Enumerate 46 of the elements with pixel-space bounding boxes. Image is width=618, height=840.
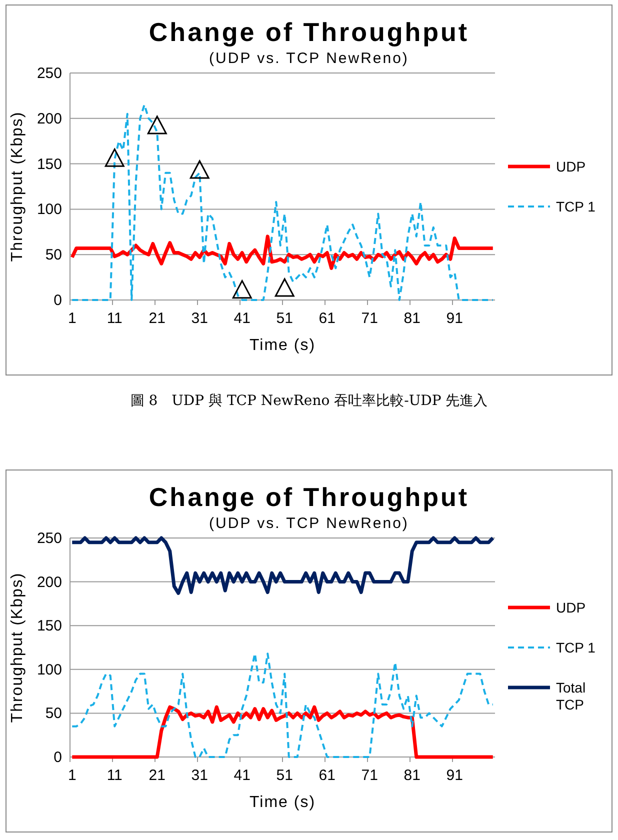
x-tick-label: 41	[234, 310, 250, 327]
x-tick-label: 31	[191, 767, 208, 784]
y-tick-label: 150	[36, 618, 62, 635]
x-tick-label: 11	[106, 310, 122, 327]
y-tick-label: 0	[54, 749, 62, 766]
y-tick-label: 50	[45, 246, 62, 264]
x-tick-label: 51	[276, 310, 293, 327]
y-tick-label: 200	[36, 574, 62, 591]
x-tick-label: 21	[148, 767, 166, 784]
chart-subtitle: (UDP vs. TCP NewReno)	[209, 50, 409, 67]
x-axis-title: Time (s)	[249, 337, 316, 354]
x-tick-label: 71	[361, 767, 378, 784]
x-tick-label: 61	[318, 767, 336, 784]
x-tick-label: 31	[191, 310, 208, 327]
x-tick-label: 91	[446, 767, 463, 784]
x-axis-title: Time (s)	[249, 794, 316, 811]
chart-subtitle: (UDP vs. TCP NewReno)	[209, 515, 409, 532]
legend-label: Total TCP	[556, 680, 586, 712]
x-tick-label: 81	[404, 767, 420, 784]
legend-label: UDP	[556, 158, 586, 174]
caption: 圖 8 UDP 與 TCP NewReno 吞吐率比較-UDP 先進入	[130, 393, 488, 409]
y-tick-label: 200	[36, 110, 62, 128]
x-tick-label: 21	[148, 310, 166, 327]
y-tick-label: 0	[54, 292, 62, 309]
legend-label: TCP 1	[556, 198, 596, 214]
x-tick-label: 51	[276, 767, 293, 784]
chart-title: Change of Throughput	[148, 17, 470, 47]
x-tick-label: 81	[404, 310, 420, 327]
legend-label: TCP 1	[556, 640, 596, 656]
y-axis-title: Throughput (Kbps)	[9, 572, 26, 723]
y-tick-label: 250	[36, 65, 62, 82]
x-tick-label: 61	[318, 310, 336, 327]
y-tick-label: 250	[36, 530, 62, 547]
y-tick-label: 50	[45, 705, 62, 722]
y-tick-label: 150	[36, 156, 62, 173]
y-axis-title: Throughput (Kbps)	[9, 111, 26, 262]
legend-label: UDP	[556, 600, 586, 616]
y-tick-label: 100	[36, 201, 62, 218]
x-tick-label: 71	[361, 310, 378, 327]
y-tick-label: 100	[36, 661, 62, 678]
x-tick-label: 11	[106, 767, 122, 784]
x-tick-label: 41	[234, 767, 250, 784]
x-tick-label: 1	[68, 767, 76, 784]
x-tick-label: 1	[68, 310, 76, 327]
x-tick-label: 91	[446, 310, 463, 327]
chart-title: Change of Throughput	[148, 482, 470, 512]
